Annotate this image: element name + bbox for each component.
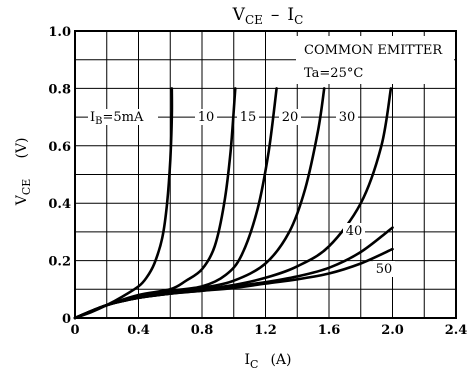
- annotation-common-emitter: COMMON EMITTER: [304, 43, 443, 58]
- curve-label-background: [343, 223, 365, 239]
- y-tick-label: 0.4: [48, 197, 71, 212]
- label-layer: 0 0.4 0.8 1.2 1.6 2.0 2.4 0 0.2 0.4 0.6 0.8 1.0 IB=5m…: [48, 25, 467, 338]
- title-c-subscript: C: [294, 13, 303, 27]
- xlabel-unit: (A): [270, 352, 291, 368]
- curve-label-background: [195, 109, 217, 125]
- y-tick-label: 0.8: [48, 82, 71, 97]
- x-axis-label: IC (A): [245, 352, 292, 371]
- curve-label-background: [237, 109, 259, 125]
- y-tick-label: 0.6: [48, 140, 71, 155]
- curve-layer: [73, 87, 394, 320]
- curve-label: 20: [282, 110, 299, 125]
- title-dash: –: [271, 5, 280, 25]
- title-i: I: [287, 5, 294, 25]
- y-tick-label: 0: [62, 312, 71, 327]
- curve-ib-7: [73, 247, 394, 320]
- y-axis-unit: (V): [14, 137, 30, 158]
- x-tick-label: 0: [70, 323, 79, 338]
- title-v: V: [232, 5, 246, 25]
- curve-label-background: [336, 109, 358, 125]
- x-tick-label: 0.8: [191, 323, 214, 338]
- x-tick-label: 2.4: [445, 323, 468, 338]
- curve-label: 40: [346, 224, 363, 239]
- x-tick-label: 0.4: [127, 323, 150, 338]
- x-tick-label: 1.2: [254, 323, 277, 338]
- title-ce-subscript: CE: [245, 13, 263, 27]
- xlabel-c-subscript: C: [250, 358, 258, 371]
- chart-title: VCE – IC: [232, 5, 304, 27]
- y-axis-label: VCE: [14, 179, 33, 207]
- curve-label: 10: [198, 110, 215, 125]
- ylabel-v: V: [14, 194, 30, 206]
- x-tick-label: 2.0: [381, 323, 404, 338]
- x-tick-label: 1.6: [318, 323, 341, 338]
- curve-label: 50: [376, 262, 393, 277]
- curve-label: IB=5mA: [90, 110, 144, 127]
- curve-label: 30: [339, 110, 356, 125]
- plot-frame: [74, 30, 457, 319]
- y-tick-label: 1.0: [48, 25, 71, 40]
- y-tick-label: 0.2: [48, 255, 71, 270]
- curve-label-background: [279, 109, 301, 125]
- curve-label: 15: [240, 110, 257, 125]
- curve-label-background: [88, 109, 158, 125]
- ylabel-ce-subscript: CE: [20, 179, 33, 195]
- curve-label-background: [373, 261, 395, 277]
- annotation-temperature: Ta=25°C: [304, 66, 363, 81]
- xlabel-i: I: [245, 352, 251, 368]
- annotation-box-background: [296, 36, 454, 84]
